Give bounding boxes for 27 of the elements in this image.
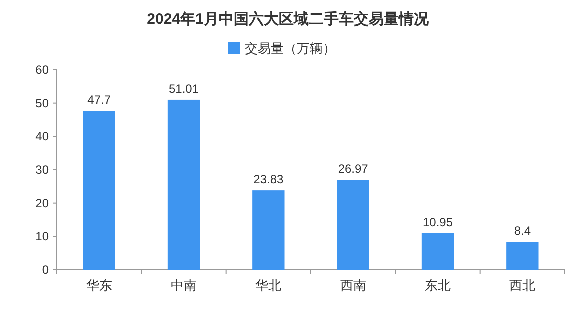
x-tick-label: 东北 [425,278,451,293]
x-tick-label: 华北 [256,278,282,293]
legend-label: 交易量（万辆） [245,41,336,56]
bar [337,180,370,270]
y-tick-label: 30 [36,163,50,177]
x-tick-label: 中南 [171,278,197,293]
bar [252,190,285,270]
y-tick-label: 40 [36,130,50,144]
x-tick-label: 华东 [86,278,112,293]
bar [422,234,454,270]
y-tick-label: 20 [36,196,50,210]
y-tick-label: 50 [36,96,50,110]
data-label: 23.83 [254,172,284,187]
data-label: 8.4 [514,224,532,238]
data-label: 47.7 [88,93,112,107]
bar [168,100,200,270]
y-tick-label: 60 [36,63,50,77]
x-tick-label: 西北 [510,278,536,293]
bar [506,242,539,270]
y-tick-label: 0 [42,263,50,277]
data-label: 26.97 [338,162,369,176]
x-tick-label: 西南 [340,278,366,293]
bar [83,111,116,270]
y-tick-label: 10 [36,230,50,244]
data-label: 51.01 [168,82,200,96]
chart-title: 2024年1月中国六大区域二手车交易量情况 [147,10,430,28]
data-label: 10.95 [422,216,454,230]
